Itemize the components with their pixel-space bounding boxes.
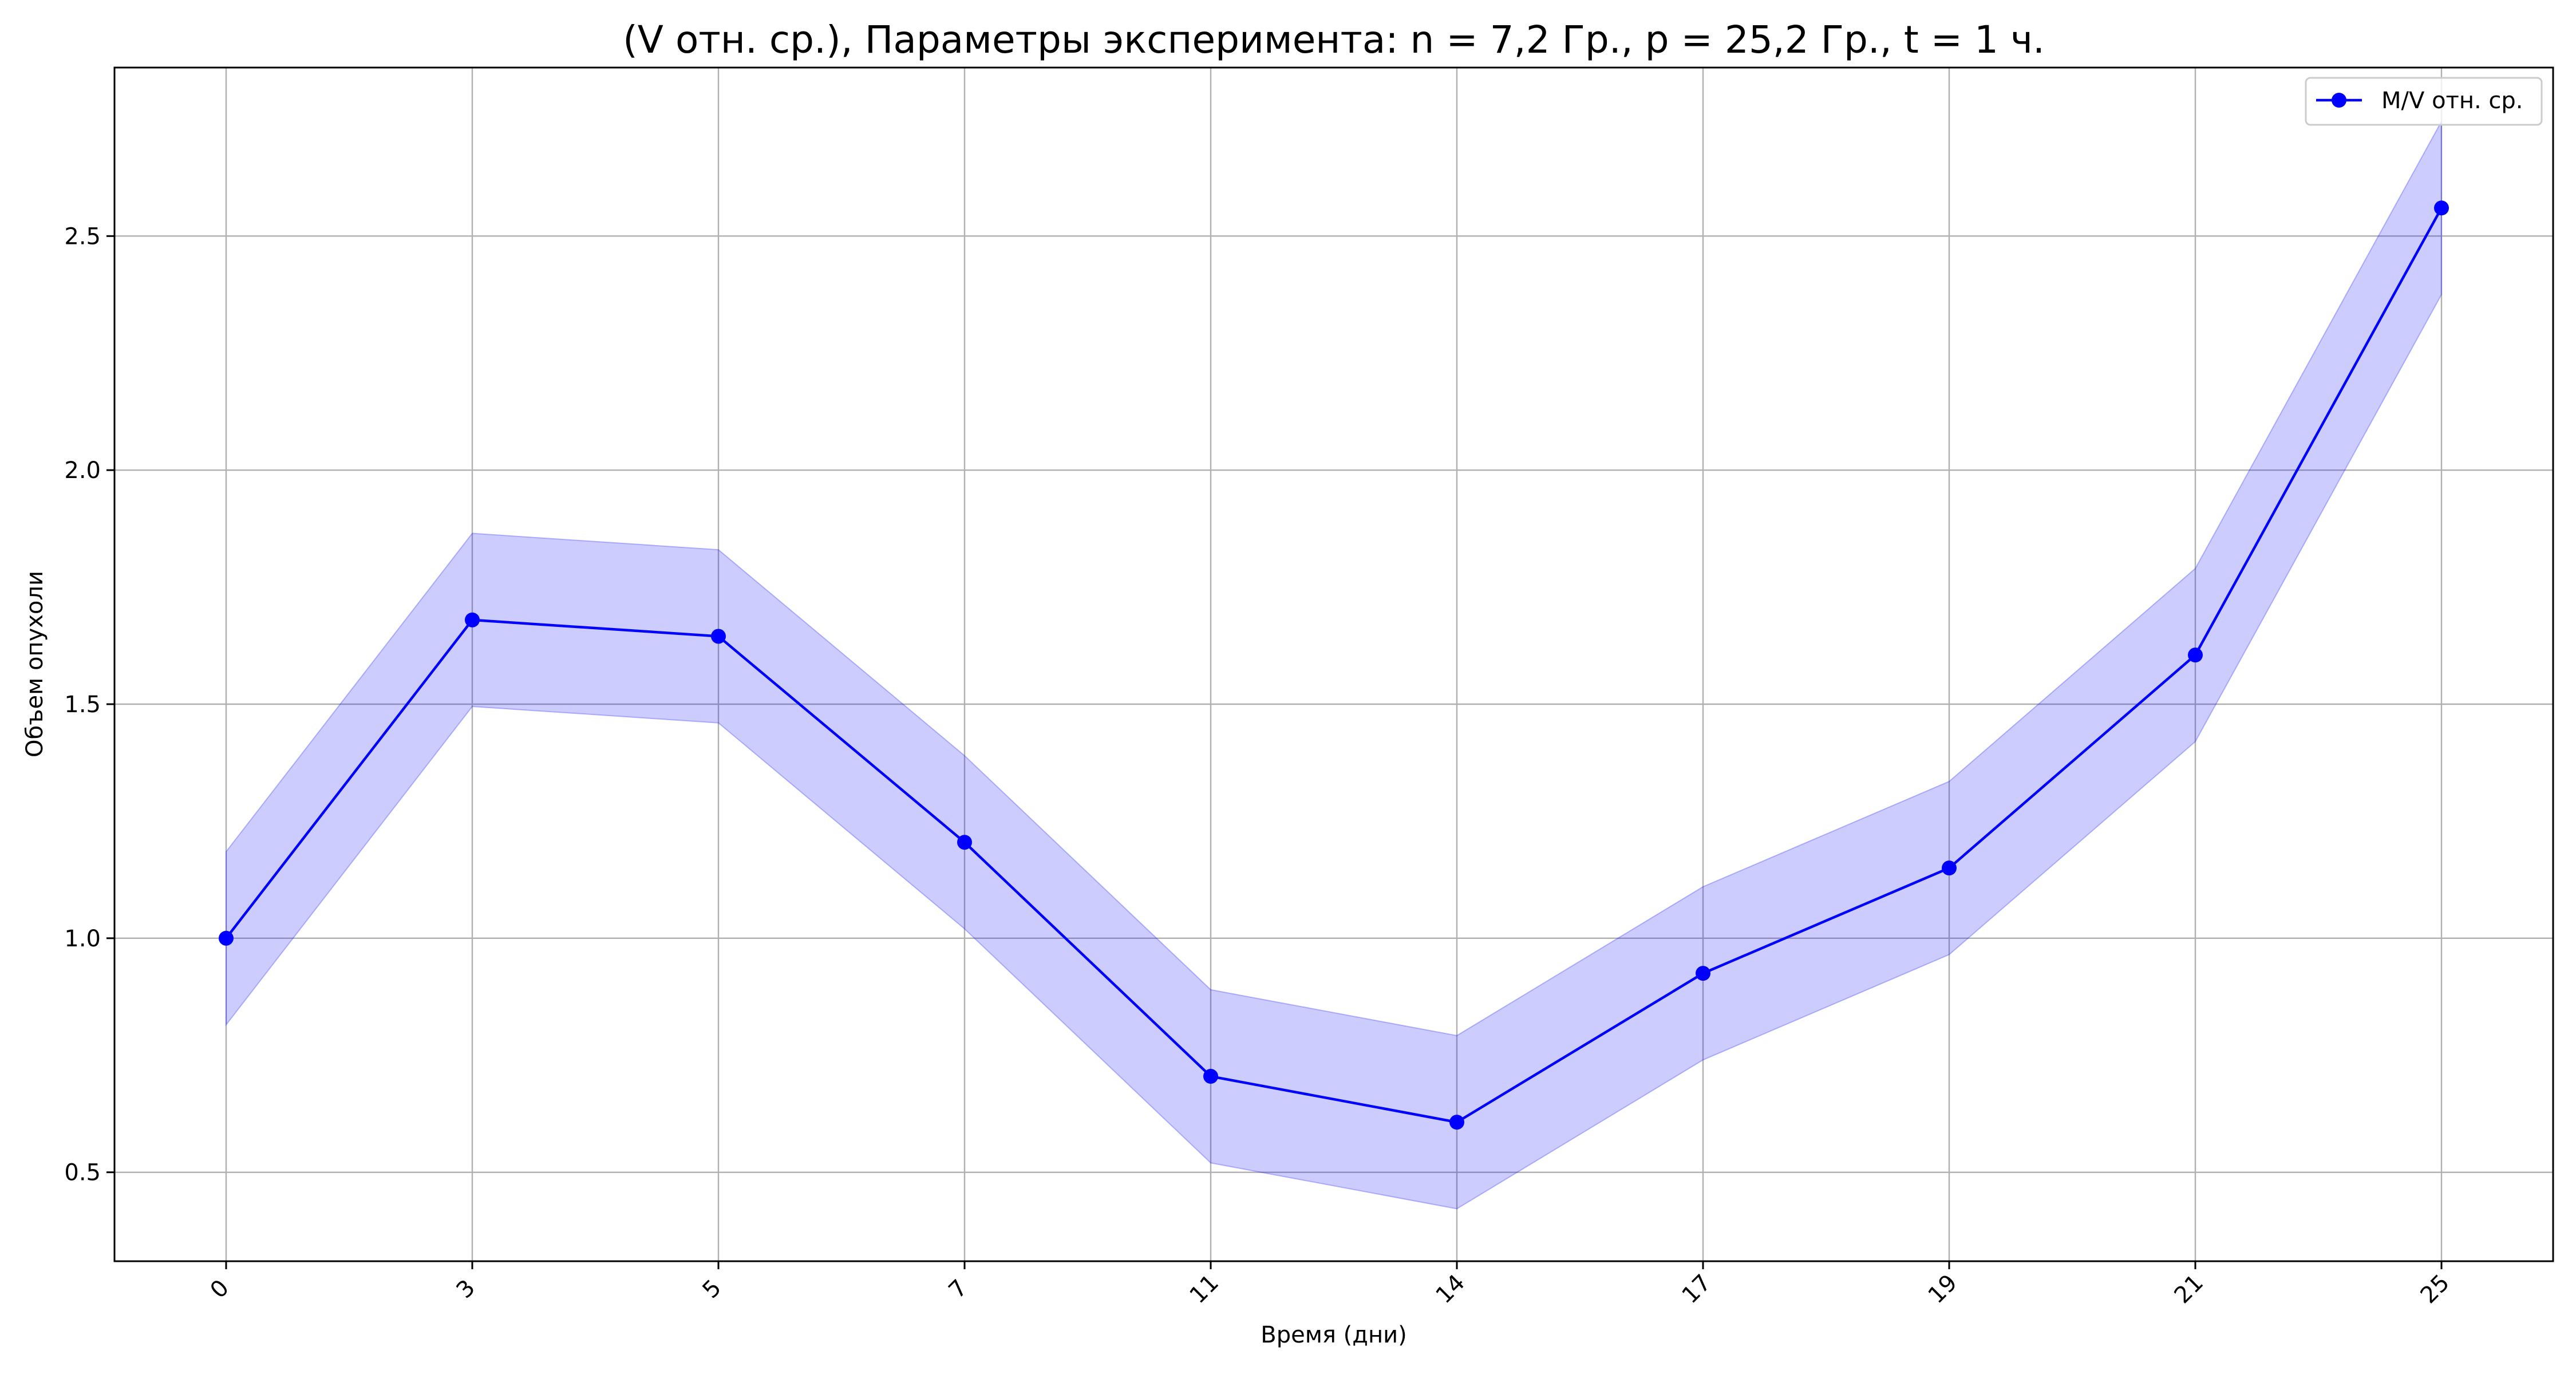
legend: M/V отн. ср. [2305, 77, 2543, 126]
y-tick-label: 2.0 [64, 457, 101, 484]
x-tick-label: 17 [1677, 1270, 1717, 1309]
data-point [957, 835, 972, 850]
x-tick-label: 0 [206, 1275, 235, 1304]
data-point [711, 629, 726, 644]
plot-frame [113, 66, 2554, 1262]
data-point [1942, 860, 1957, 876]
legend-box [2305, 77, 2543, 126]
data-point [465, 612, 480, 627]
data-point [219, 930, 234, 946]
grid [114, 68, 2553, 1261]
y-tick-label: 1.5 [64, 692, 101, 718]
legend-marker-sample [2332, 93, 2346, 108]
x-tick-label: 21 [2170, 1270, 2209, 1309]
confidence-band [226, 121, 2442, 1210]
x-tick-label: 11 [1185, 1270, 1224, 1309]
x-tick-label: 7 [944, 1275, 973, 1304]
line-path [225, 207, 2443, 1124]
y-axis-ticks: 0.5 1.0 1.5 2.0 2.5 [64, 223, 114, 1186]
data-point [1203, 1069, 1218, 1084]
x-tick-label: 14 [1431, 1270, 1471, 1309]
y-axis-label: Объем опухоли [22, 571, 48, 757]
y-tick-label: 2.5 [64, 223, 101, 250]
legend-label: M/V отн. ср. [2381, 88, 2523, 114]
band-area [226, 121, 2442, 1210]
chart-title: (V отн. ср.), Параметры эксперимента: n … [623, 18, 2045, 62]
data-point [1449, 1115, 1464, 1130]
data-point [2434, 200, 2449, 216]
x-axis-label: Время (дни) [1261, 1322, 1406, 1348]
x-axis-ticks: 0 3 5 7 11 14 17 19 21 25 [206, 1261, 2455, 1309]
x-tick-label: 5 [698, 1275, 727, 1304]
data-markers [219, 200, 2449, 1130]
series-line [225, 207, 2443, 1124]
x-tick-label: 3 [452, 1275, 481, 1304]
data-point [2188, 647, 2203, 663]
data-point [1696, 966, 1710, 981]
x-tick-label: 25 [2416, 1270, 2455, 1309]
x-tick-label: 19 [1923, 1270, 1963, 1309]
y-tick-label: 1.0 [64, 926, 101, 952]
y-tick-label: 0.5 [64, 1160, 101, 1186]
